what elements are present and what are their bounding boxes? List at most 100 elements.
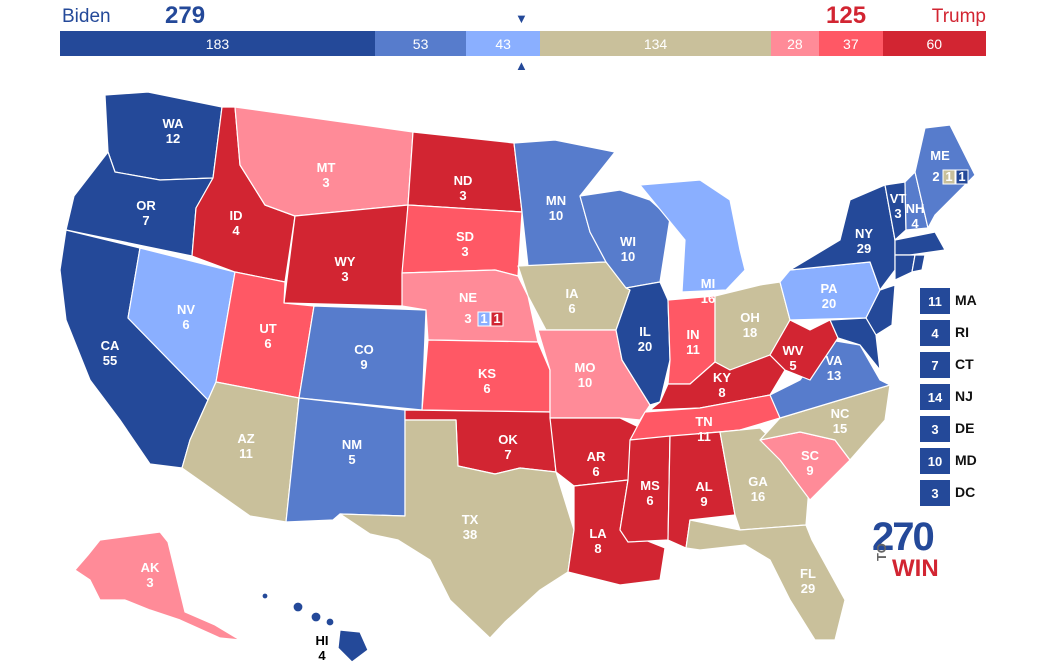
small-state-ev: 14: [920, 384, 950, 410]
state-label-AK: AK: [141, 560, 160, 575]
state-label-NC: NC: [831, 406, 850, 421]
state-ev-NY: 29: [857, 241, 871, 256]
bar-segment: 134: [540, 31, 771, 56]
state-ev-SD: 3: [461, 244, 468, 259]
state-label-FL: FL: [800, 566, 816, 581]
small-state-abbr: MA: [955, 292, 977, 308]
ne-base-ev: 3: [464, 311, 471, 326]
state-label-GA: GA: [748, 474, 768, 489]
state-ev-NH: 4: [911, 216, 919, 231]
small-state-ma[interactable]: 11 MA: [920, 288, 1010, 314]
bar-segment: 28: [770, 31, 819, 56]
state-MD[interactable]: [829, 317, 881, 371]
ne-cd1-ev: 1: [493, 311, 500, 326]
state-label-ID: ID: [230, 208, 243, 223]
state-label-KY: KY: [713, 370, 731, 385]
state-label-PA: PA: [820, 281, 838, 296]
small-state-md[interactable]: 10 MD: [920, 448, 1010, 474]
state-ev-CO: 9: [360, 357, 367, 372]
state-ev-PA: 20: [822, 296, 836, 311]
small-state-ct[interactable]: 7 CT: [920, 352, 1010, 378]
state-ev-NV: 6: [182, 317, 189, 332]
state-label-IA: IA: [566, 286, 580, 301]
state-ev-NM: 5: [348, 452, 355, 467]
state-ev-MO: 10: [578, 375, 592, 390]
state-ev-FL: 29: [801, 581, 815, 596]
ne-cd1-box[interactable]: [490, 311, 504, 327]
threshold-arrow-down-icon: ▼: [515, 11, 528, 26]
state-RI[interactable]: [911, 254, 926, 273]
state-NC[interactable]: [759, 384, 891, 461]
state-ev-WA: 12: [166, 131, 180, 146]
state-label-NH: NH: [906, 201, 925, 216]
state-ev-GA: 16: [751, 489, 765, 504]
state-label-IN: IN: [687, 327, 700, 342]
state-FL[interactable]: [685, 519, 846, 641]
state-MA[interactable]: [894, 231, 946, 256]
me-cd2-ev: 1: [945, 169, 952, 184]
bar-segment: 37: [819, 31, 883, 56]
state-ev-MN: 10: [549, 208, 563, 223]
state-HI[interactable]: [261, 592, 369, 663]
state-label-TN: TN: [695, 414, 712, 429]
state-ev-MS: 6: [646, 493, 653, 508]
state-WA[interactable]: [104, 91, 223, 181]
ne-cd2-box[interactable]: [477, 311, 491, 327]
state-NM[interactable]: [285, 397, 406, 523]
state-label-IL: IL: [639, 324, 651, 339]
state-ev-ID: 4: [232, 223, 240, 238]
state-label-HI: HI: [316, 633, 329, 648]
us-electoral-map: WA12OR7CA55NV6ID4MT3WY3UT6AZ11CO9NM5ND3S…: [59, 91, 976, 663]
small-state-abbr: DC: [955, 484, 976, 500]
small-state-de[interactable]: 3 DE: [920, 416, 1010, 442]
state-ev-AR: 6: [592, 464, 599, 479]
state-ev-AZ: 11: [239, 446, 253, 461]
state-ev-VA: 13: [827, 368, 841, 383]
state-ev-UT: 6: [264, 336, 271, 351]
state-ev-WV: 5: [789, 358, 796, 373]
me-cd1-ev: 1: [958, 169, 965, 184]
bar-segment: 43: [466, 31, 541, 56]
state-label-SD: SD: [456, 229, 474, 244]
state-ev-OH: 18: [743, 325, 757, 340]
state-CT[interactable]: [894, 254, 916, 281]
state-label-OH: OH: [740, 310, 760, 325]
state-label-MS: MS: [640, 478, 660, 493]
bar-segment: 53: [374, 31, 467, 56]
state-ev-OK: 7: [504, 447, 511, 462]
logo-to: TO: [874, 543, 889, 561]
state-IL[interactable]: [615, 281, 671, 406]
state-MI[interactable]: [639, 179, 746, 293]
state-AK[interactable]: [74, 531, 241, 641]
state-ev-CA: 55: [103, 353, 117, 368]
state-label-VT: VT: [890, 191, 907, 206]
me-cd2-box[interactable]: [942, 169, 956, 185]
state-TX[interactable]: [339, 419, 575, 639]
rep-candidate-name: Trump: [931, 6, 986, 27]
state-label-AL: AL: [695, 479, 712, 494]
state-label-WY: WY: [335, 254, 356, 269]
state-label-NM: NM: [342, 437, 362, 452]
state-label-MI: MI: [701, 276, 715, 291]
small-state-abbr: CT: [955, 356, 974, 372]
small-state-ev: 7: [920, 352, 950, 378]
small-state-ri[interactable]: 4 RI: [920, 320, 1010, 346]
state-ev-MI: 16: [701, 291, 715, 306]
state-ev-KS: 6: [483, 381, 490, 396]
state-ev-MT: 3: [322, 175, 329, 190]
me-cd1-box[interactable]: [955, 169, 969, 185]
state-ev-OR: 7: [142, 213, 149, 228]
state-label-WI: WI: [620, 234, 636, 249]
state-ev-WI: 10: [621, 249, 635, 264]
state-NJ[interactable]: [865, 284, 896, 336]
ne-cd2-ev: 1: [480, 311, 487, 326]
small-state-ev: 3: [920, 416, 950, 442]
small-state-dc[interactable]: 3 DC: [920, 480, 1010, 506]
electoral-vote-bar: 183 53 43 134 28 37 60: [60, 31, 986, 56]
small-state-nj[interactable]: 14 NJ: [920, 384, 1010, 410]
state-label-KS: KS: [478, 366, 496, 381]
state-label-NV: NV: [177, 302, 195, 317]
state-ev-TN: 11: [697, 429, 711, 444]
state-label-MT: MT: [317, 160, 336, 175]
state-label-WA: WA: [163, 116, 185, 131]
